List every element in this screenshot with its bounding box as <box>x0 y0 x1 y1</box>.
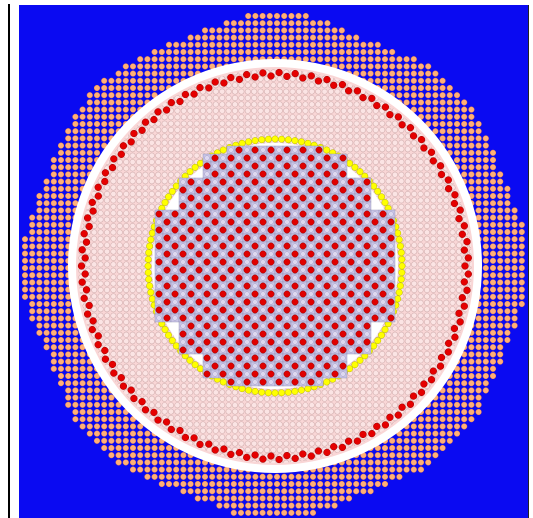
left-border-line <box>8 4 10 518</box>
reactor-figure-canvas <box>19 5 529 518</box>
reactor-core-cross-section-icon <box>19 5 528 518</box>
red-control-rod-ring <box>77 68 472 464</box>
fuel-core-assemblies <box>154 145 396 387</box>
